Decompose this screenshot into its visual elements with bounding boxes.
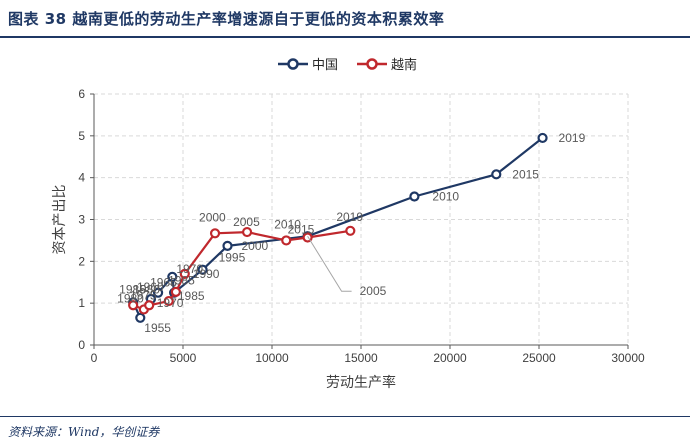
- point-label-vietnam: 1975: [130, 288, 157, 302]
- x-tick-label: 25000: [522, 351, 556, 365]
- data-point-vietnam: [345, 225, 356, 236]
- data-point-china: [491, 169, 502, 180]
- data-point-china: [135, 312, 146, 323]
- x-axis-title: 劳动生产率: [326, 374, 396, 391]
- point-label-vietnam: 2019: [336, 210, 363, 224]
- x-tick-label: 15000: [344, 351, 378, 365]
- y-tick-label: 4: [78, 171, 85, 185]
- point-label-vietnam: 1990: [193, 267, 220, 281]
- data-point-vietnam: [179, 268, 190, 279]
- legend-label-china: 中国: [312, 58, 338, 73]
- legend-label-vietnam: 越南: [391, 57, 417, 73]
- point-label-vietnam: 2015: [288, 222, 315, 236]
- point-label-china: 1980: [117, 291, 144, 305]
- point-label-china: 1970: [176, 262, 203, 276]
- point-label-vietnam: 2010: [274, 217, 301, 231]
- y-tick-label: 5: [78, 129, 85, 143]
- point-label-vietnam: 2000: [199, 210, 226, 224]
- legend-marker-vietnam: [366, 58, 378, 70]
- point-label-vietnam: 1980: [133, 282, 160, 296]
- source-rule: [0, 416, 690, 417]
- legend-marker-china: [287, 58, 299, 70]
- point-label-china: 1965: [150, 276, 177, 290]
- data-point-vietnam: [281, 235, 292, 246]
- y-tick-label: 0: [78, 338, 85, 352]
- y-tick-label: 1: [78, 296, 85, 310]
- title-rule: [0, 36, 690, 38]
- x-tick-label: 20000: [433, 351, 467, 365]
- point-label-vietnam: 1970: [157, 296, 184, 310]
- x-tick-label: 0: [91, 351, 98, 365]
- data-point-vietnam: [144, 300, 155, 311]
- point-label-china: 1960: [137, 280, 164, 294]
- point-label-china: 2010: [432, 189, 459, 203]
- point-label-vietnam: 1985: [178, 289, 205, 303]
- point-label-china: 2000: [242, 239, 269, 253]
- label-leader-line: [307, 235, 352, 292]
- data-point-china: [167, 271, 178, 282]
- data-point-china: [222, 240, 233, 251]
- chart: 0 5000 10000 15000 20000 25000 30000 0 1 2 3 4 5 6 劳动生…: [52, 57, 645, 391]
- data-point-china: [537, 132, 548, 144]
- x-tick-label: 10000: [255, 351, 289, 365]
- point-label-china: 2005: [360, 284, 387, 298]
- data-point-vietnam: [128, 300, 139, 311]
- y-tick-label: 2: [78, 254, 85, 268]
- figure-title: 图表 38 越南更低的劳动生产率增速源自于更低的资本积累效率: [8, 10, 445, 28]
- data-point-vietnam: [209, 228, 221, 239]
- y-axis-title: 资本产出比: [52, 185, 68, 255]
- point-label-china: 1995: [219, 251, 246, 265]
- data-point-china: [409, 191, 420, 202]
- x-tick-label: 5000: [170, 351, 197, 365]
- data-point-vietnam: [241, 226, 253, 238]
- point-label-china: 2015: [512, 167, 539, 181]
- y-tick-label: 3: [78, 213, 85, 227]
- point-label-vietnam: 1985: [119, 282, 146, 296]
- point-label-china: 1985: [168, 274, 195, 288]
- data-point-vietnam: [170, 286, 181, 297]
- data-point-vietnam: [163, 295, 174, 307]
- figure-header: 图表 38 越南更低的劳动生产率增速源自于更低的资本积累效率: [0, 0, 690, 40]
- data-point-china: [152, 287, 164, 298]
- x-tick-label: 30000: [611, 351, 645, 365]
- point-label-vietnam: 2005: [233, 215, 260, 229]
- figure-source: 资料来源：Wind，华创证券: [8, 425, 160, 439]
- point-label-china: 2019: [559, 131, 586, 145]
- point-label-china: 1955: [144, 321, 171, 335]
- y-tick-label: 6: [78, 87, 85, 101]
- data-point-china: [197, 264, 208, 275]
